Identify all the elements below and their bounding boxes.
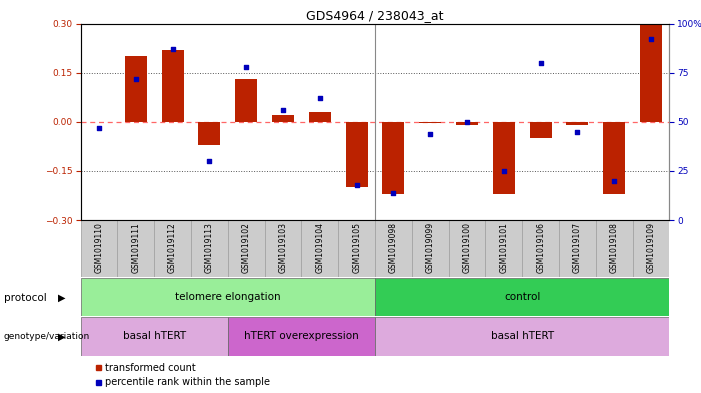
- Point: [535, 60, 546, 66]
- Text: GSM1019099: GSM1019099: [426, 222, 435, 273]
- Bar: [456, 122, 478, 125]
- Text: ▶: ▶: [58, 292, 66, 303]
- Bar: [154, 220, 191, 277]
- Text: GSM1019103: GSM1019103: [278, 222, 287, 273]
- Bar: [449, 220, 485, 277]
- Bar: [81, 220, 118, 277]
- Bar: [338, 220, 375, 277]
- Text: GSM1019112: GSM1019112: [168, 222, 177, 272]
- Bar: [522, 220, 559, 277]
- Point: [425, 130, 436, 137]
- Text: GSM1019113: GSM1019113: [205, 222, 214, 273]
- Point: [461, 119, 472, 125]
- Point: [608, 178, 620, 184]
- Text: control: control: [504, 292, 540, 302]
- Text: GSM1019108: GSM1019108: [610, 222, 619, 273]
- Bar: [118, 220, 154, 277]
- Text: GSM1019105: GSM1019105: [352, 222, 361, 273]
- Bar: [566, 122, 588, 125]
- Bar: [375, 278, 669, 316]
- Point: [167, 46, 178, 52]
- Text: GSM1019106: GSM1019106: [536, 222, 545, 273]
- Text: protocol: protocol: [4, 292, 46, 303]
- Text: hTERT overexpression: hTERT overexpression: [244, 331, 359, 342]
- Point: [204, 158, 215, 164]
- Bar: [375, 317, 669, 356]
- Point: [93, 125, 104, 131]
- Point: [572, 129, 583, 135]
- Bar: [412, 220, 449, 277]
- Text: transformed count: transformed count: [104, 362, 196, 373]
- Bar: [301, 220, 338, 277]
- Bar: [375, 220, 412, 277]
- Bar: [632, 220, 669, 277]
- Bar: [493, 122, 515, 194]
- Text: ▶: ▶: [58, 332, 66, 342]
- Bar: [308, 112, 331, 122]
- Text: genotype/variation: genotype/variation: [4, 332, 90, 341]
- Bar: [640, 24, 662, 122]
- Bar: [272, 115, 294, 122]
- Text: GSM1019098: GSM1019098: [389, 222, 398, 273]
- Point: [388, 189, 399, 196]
- Bar: [81, 278, 375, 316]
- Bar: [383, 122, 404, 194]
- Text: GSM1019109: GSM1019109: [646, 222, 655, 273]
- Bar: [81, 317, 228, 356]
- Bar: [198, 122, 221, 145]
- Bar: [161, 50, 184, 122]
- Title: GDS4964 / 238043_at: GDS4964 / 238043_at: [306, 9, 444, 22]
- Text: GSM1019101: GSM1019101: [499, 222, 508, 273]
- Point: [498, 168, 510, 174]
- Bar: [596, 220, 632, 277]
- Point: [278, 107, 289, 113]
- Bar: [265, 220, 301, 277]
- Text: basal hTERT: basal hTERT: [491, 331, 554, 342]
- Bar: [95, 380, 101, 385]
- Bar: [228, 317, 375, 356]
- Point: [130, 75, 142, 82]
- Text: basal hTERT: basal hTERT: [123, 331, 186, 342]
- Text: GSM1019102: GSM1019102: [242, 222, 251, 273]
- Text: GSM1019100: GSM1019100: [463, 222, 472, 273]
- Bar: [529, 122, 552, 138]
- Text: GSM1019110: GSM1019110: [95, 222, 104, 273]
- Bar: [95, 365, 101, 370]
- Bar: [559, 220, 596, 277]
- Text: percentile rank within the sample: percentile rank within the sample: [104, 377, 270, 387]
- Text: telomere elongation: telomere elongation: [175, 292, 280, 302]
- Bar: [485, 220, 522, 277]
- Point: [646, 36, 657, 42]
- Bar: [603, 122, 625, 194]
- Bar: [346, 122, 367, 187]
- Text: GSM1019107: GSM1019107: [573, 222, 582, 273]
- Point: [240, 64, 252, 70]
- Bar: [125, 56, 147, 122]
- Point: [314, 95, 325, 101]
- Bar: [236, 79, 257, 122]
- Bar: [419, 122, 442, 123]
- Point: [351, 182, 362, 188]
- Text: GSM1019104: GSM1019104: [315, 222, 325, 273]
- Bar: [191, 220, 228, 277]
- Bar: [228, 220, 265, 277]
- Text: GSM1019111: GSM1019111: [131, 222, 140, 272]
